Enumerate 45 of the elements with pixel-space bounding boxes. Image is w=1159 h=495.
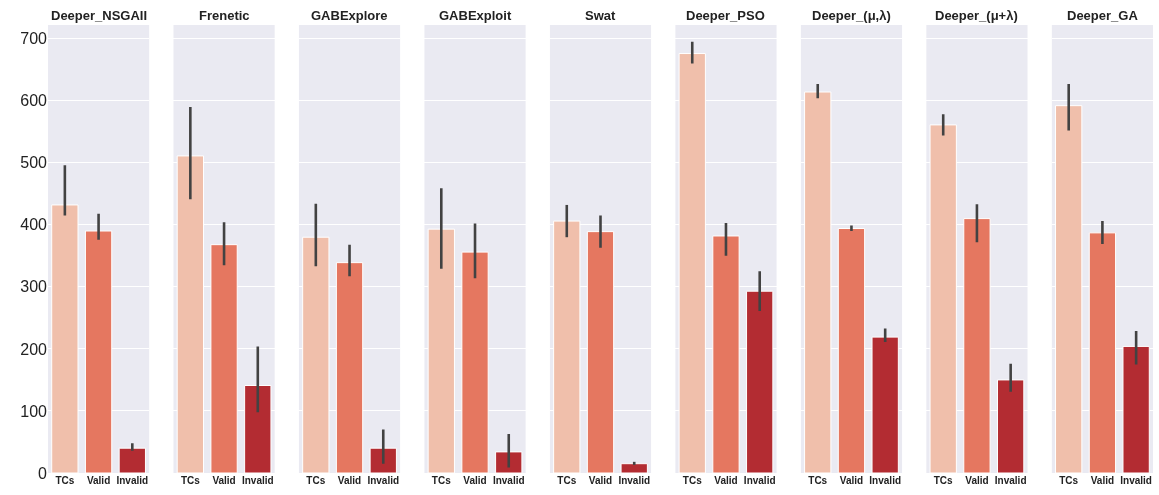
x-tick-label: Invalid <box>492 475 525 486</box>
x-tick-label: TCs <box>180 475 201 486</box>
x-tick-label: TCs <box>682 475 703 486</box>
x-tick-label: TCs <box>1059 475 1079 486</box>
chart-title: Swat <box>585 8 617 23</box>
x-tick-label: Valid <box>714 475 738 486</box>
y-tick-label: 500 <box>20 154 48 172</box>
x-tick-label: Valid <box>212 475 236 486</box>
y-tick-label: 300 <box>20 278 48 296</box>
x-tick-label: Valid <box>337 475 362 486</box>
x-tick-label: Invalid <box>743 475 776 486</box>
chart-title: Frenetic <box>199 8 250 23</box>
y-tick-label: 200 <box>20 340 48 358</box>
x-tick-label: Valid <box>463 475 487 486</box>
chart-title: Deeper_GA <box>1067 8 1139 23</box>
x-tick-label: Valid <box>839 475 864 486</box>
x-tick-label: TCs <box>557 475 577 486</box>
chart-title: Deeper_NSGAII <box>51 8 148 23</box>
y-tick-label: 100 <box>20 402 48 420</box>
x-tick-label: Invalid <box>994 475 1027 486</box>
x-tick-label: Valid <box>965 475 989 486</box>
x-tick-label: Valid <box>86 475 111 486</box>
x-tick-label: Invalid <box>618 475 651 486</box>
x-tick-label: TCs <box>431 475 452 486</box>
chart-title: GABExplore <box>311 8 388 23</box>
x-tick-label: Invalid <box>869 475 902 486</box>
chart-title: Deeper_(μ+λ) <box>935 8 1018 23</box>
x-tick-label: TCs <box>306 475 326 486</box>
x-tick-label: Valid <box>588 475 613 486</box>
y-tick-label: 600 <box>20 92 48 110</box>
x-tick-label: Invalid <box>116 475 149 486</box>
chart-title: Deeper_PSO <box>686 8 765 23</box>
chart-title: GABExploit <box>439 8 512 23</box>
y-tick-label: 0 <box>38 464 48 482</box>
x-tick-label: TCs <box>55 475 75 486</box>
chart-title: Deeper_(μ,λ) <box>812 8 891 23</box>
x-tick-label: Valid <box>1090 475 1115 486</box>
x-tick-label: TCs <box>933 475 954 486</box>
y-tick-label: 400 <box>20 216 48 234</box>
bar <box>118 447 146 473</box>
x-tick-label: Invalid <box>241 475 274 486</box>
x-tick-label: Invalid <box>1120 475 1152 486</box>
x-tick-label: Invalid <box>367 475 400 486</box>
y-tick-label: 700 <box>20 30 48 48</box>
x-tick-label: TCs <box>808 475 828 486</box>
